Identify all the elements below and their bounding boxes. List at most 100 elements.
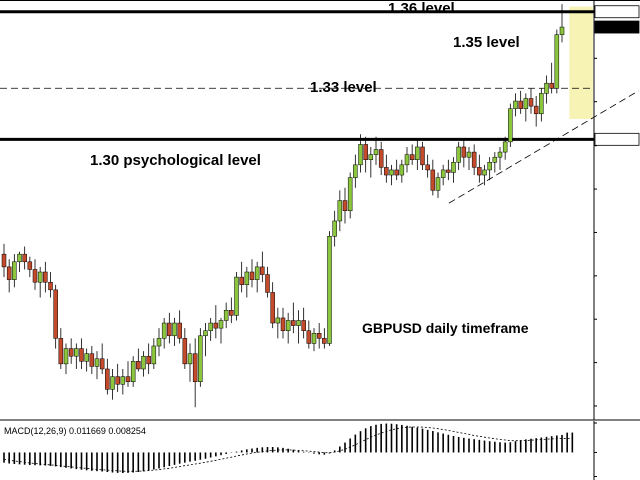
horizontal-levels	[0, 10, 594, 141]
candle-body	[482, 169, 487, 176]
candle-body	[301, 320, 306, 331]
candle-body	[461, 146, 467, 158]
candle-body	[270, 292, 275, 324]
highlight-zone	[569, 6, 593, 119]
candle-body	[513, 100, 518, 109]
candle-body	[539, 93, 544, 115]
candle-body	[368, 154, 374, 160]
trendline-line	[448, 90, 639, 204]
candle-body	[12, 261, 17, 280]
candle-body	[347, 177, 353, 212]
candle-body	[492, 156, 498, 163]
candle-body	[337, 200, 343, 222]
candle-body	[136, 361, 141, 370]
candle-body	[6, 266, 12, 280]
annotations: 1.36 level 1.35 level 1.33 level 1.30 ps…	[90, 0, 529, 336]
candle-body	[471, 151, 477, 168]
candle-body	[477, 167, 482, 176]
annotation-135-level: 1.35 level	[453, 34, 520, 51]
candle-body	[296, 320, 301, 326]
candle-body	[440, 169, 446, 178]
candle-body	[260, 266, 265, 275]
candle-body	[549, 82, 554, 89]
candlestick-series	[1, 4, 565, 408]
candle-body	[306, 330, 312, 344]
candle-body	[327, 236, 332, 344]
candle-body	[187, 353, 193, 365]
candle-body	[399, 164, 405, 176]
candle-body	[285, 320, 291, 331]
candle-body	[332, 220, 337, 237]
candle-body	[280, 317, 286, 331]
candle-body	[48, 281, 53, 291]
candle-body	[265, 274, 270, 293]
candle-body	[384, 167, 389, 176]
candle-body	[151, 345, 157, 365]
candle-body	[342, 200, 348, 212]
candle-body	[58, 338, 64, 365]
candle-body	[487, 162, 492, 171]
candle-body	[508, 108, 513, 143]
candle-body	[167, 322, 172, 337]
candle-body	[363, 144, 368, 160]
annotation-136-level: 1.36 level	[388, 0, 455, 17]
macd-signal-polyline	[3, 426, 573, 472]
candle-body	[208, 322, 213, 331]
candle-body	[27, 261, 33, 270]
candle-body	[68, 348, 74, 357]
candle-body	[316, 332, 322, 339]
candle-body	[130, 361, 136, 382]
macd-signal-line	[3, 426, 573, 472]
candle-body	[254, 266, 260, 280]
candle-body	[156, 338, 162, 347]
candle-body	[84, 353, 89, 362]
candle-body	[559, 26, 565, 35]
candle-body	[358, 144, 363, 166]
candle-body	[105, 368, 110, 390]
candle-body	[22, 253, 27, 263]
candle-body	[466, 151, 472, 158]
current-price-label-box	[594, 20, 640, 34]
candle-body	[74, 348, 79, 357]
candle-body	[378, 149, 384, 168]
candle-body	[425, 164, 430, 171]
candle-body	[223, 310, 229, 321]
candle-body	[17, 253, 22, 263]
annotation-133-level: 1.33 level	[310, 79, 377, 96]
candle-body	[203, 330, 208, 337]
macd-histogram	[3, 423, 574, 474]
candle-body	[79, 348, 84, 362]
candle-body	[451, 162, 456, 173]
candle-body	[394, 169, 399, 176]
candle-body	[94, 358, 100, 367]
candle-body	[146, 355, 151, 365]
candle-body	[311, 332, 317, 344]
candle-body	[533, 105, 539, 115]
candle-body	[110, 376, 115, 390]
candle-body	[244, 271, 250, 286]
candle-body	[404, 154, 410, 166]
candle-body	[518, 100, 523, 109]
candle-body	[63, 348, 69, 365]
candle-body	[435, 177, 441, 191]
candle-body	[125, 376, 131, 382]
price-axis	[0, 0, 640, 421]
macd-panel: MACD(12,26,9) 0.011669 0.008254	[4, 426, 146, 436]
candle-body	[446, 169, 451, 173]
trendline	[448, 90, 639, 204]
candle-body	[198, 335, 203, 382]
candle-body	[37, 271, 43, 283]
annotation-130-level: 1.30 psychological level	[90, 152, 261, 169]
candle-body	[544, 82, 549, 94]
candle-body	[523, 98, 529, 109]
candle-body	[554, 34, 560, 89]
candle-body	[43, 271, 48, 283]
candle-body	[99, 358, 105, 370]
candle-body	[497, 151, 503, 158]
candle-body	[218, 320, 224, 329]
candle-body	[409, 154, 415, 160]
candle-body	[353, 164, 358, 178]
candle-body	[229, 310, 234, 316]
